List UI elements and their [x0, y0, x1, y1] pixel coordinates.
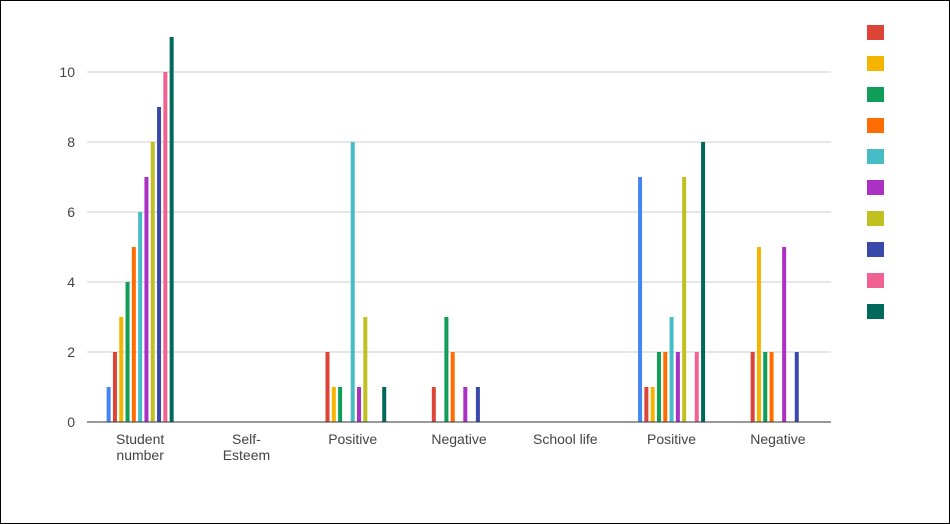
y-tick-label: 8	[67, 134, 75, 150]
legend-swatch	[867, 87, 884, 102]
bar	[782, 247, 787, 422]
y-tick-label: 0	[67, 414, 75, 430]
bar	[169, 37, 174, 422]
bar	[363, 317, 368, 422]
legend-swatch	[867, 211, 884, 226]
bar	[338, 387, 343, 422]
bar	[357, 387, 362, 422]
bar	[144, 177, 149, 422]
bar	[325, 352, 330, 422]
x-category-label: School life	[533, 431, 598, 447]
bar	[444, 317, 449, 422]
x-category-label: Positive	[328, 431, 377, 447]
bar	[475, 387, 480, 422]
bar	[794, 352, 799, 422]
bar	[682, 177, 687, 422]
bar	[157, 107, 162, 422]
bar	[163, 72, 168, 422]
bar	[112, 352, 117, 422]
bar	[138, 212, 143, 422]
bar	[119, 317, 124, 422]
bar	[450, 352, 455, 422]
bar	[750, 352, 755, 422]
bar	[350, 142, 355, 422]
bar	[694, 352, 699, 422]
legend-swatch	[867, 149, 884, 164]
x-category-label: Esteem	[223, 447, 270, 463]
x-category-label: number	[116, 447, 164, 463]
bar	[769, 352, 774, 422]
x-category-label: Positive	[647, 431, 696, 447]
x-category-label: Negative	[750, 431, 805, 447]
legend-swatch	[867, 180, 884, 195]
bar	[701, 142, 706, 422]
legend-swatch	[867, 25, 884, 40]
bar	[669, 317, 674, 422]
y-tick-label: 2	[67, 344, 75, 360]
x-category-label: Self-	[232, 431, 261, 447]
y-tick-label: 6	[67, 204, 75, 220]
bar	[331, 387, 336, 422]
x-category-label: Negative	[431, 431, 486, 447]
bar	[382, 387, 387, 422]
x-category-label: Student	[116, 431, 164, 447]
legend-swatch	[867, 304, 884, 319]
bar	[675, 352, 680, 422]
bar	[431, 387, 436, 422]
bar	[106, 387, 111, 422]
legend-swatch	[867, 118, 884, 133]
legend-swatch	[867, 56, 884, 71]
bars	[106, 37, 799, 422]
gridlines	[87, 71, 831, 353]
legend-swatch	[867, 273, 884, 288]
bar	[150, 142, 155, 422]
bar	[638, 177, 643, 422]
bar	[763, 352, 768, 422]
bar	[756, 247, 761, 422]
bar	[131, 247, 136, 422]
bar	[463, 387, 468, 422]
legend	[867, 25, 884, 319]
bar	[656, 352, 661, 422]
y-tick-label: 10	[59, 64, 75, 80]
bar	[644, 387, 649, 422]
y-tick-label: 4	[67, 274, 75, 290]
bar	[663, 352, 668, 422]
y-axis-tick-labels: 0 2 4 6 8 10	[59, 64, 75, 430]
bar	[125, 282, 130, 422]
legend-swatch	[867, 242, 884, 257]
bar	[650, 387, 655, 422]
